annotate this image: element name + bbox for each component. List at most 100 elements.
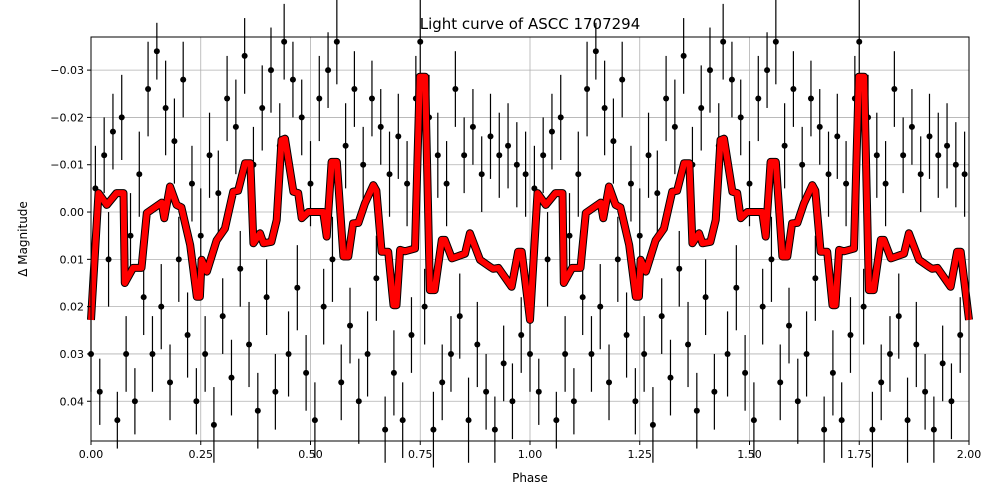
x-tick-label: 1.00 [518, 448, 543, 461]
data-point [118, 114, 125, 121]
data-point [474, 341, 481, 348]
data-point [702, 294, 709, 301]
data-point [167, 379, 174, 386]
data-point [908, 123, 915, 130]
data-point [491, 426, 498, 433]
data-point [548, 128, 555, 135]
y-tick-label: 0.01 [60, 253, 85, 266]
y-tick-label: 0.02 [60, 301, 85, 314]
data-point [676, 265, 683, 272]
data-point [957, 332, 964, 339]
data-point [456, 313, 463, 320]
data-point [803, 350, 810, 357]
data-point [711, 388, 718, 395]
data-point [101, 152, 108, 159]
data-point [215, 190, 222, 197]
data-point [952, 161, 959, 168]
data-point [799, 161, 806, 168]
data-point [948, 398, 955, 405]
data-point [263, 294, 270, 301]
y-tick-label: 0.03 [60, 348, 85, 361]
x-axis-label: Phase [512, 471, 548, 485]
model-curve-line [88, 73, 972, 323]
data-point [447, 350, 454, 357]
data-point [768, 256, 775, 263]
data-point [632, 398, 639, 405]
data-point [540, 152, 547, 159]
x-tick-label: 0.50 [298, 448, 323, 461]
data-point [298, 114, 305, 121]
data-point [588, 350, 595, 357]
data-point [500, 360, 507, 367]
data-point [496, 152, 503, 159]
data-point [465, 417, 472, 424]
data-point [755, 95, 762, 102]
data-point [685, 341, 692, 348]
data-point [838, 417, 845, 424]
data-point [728, 76, 735, 83]
data-point [658, 313, 665, 320]
data-point [821, 426, 828, 433]
data-point [197, 232, 204, 239]
data-point [886, 350, 893, 357]
y-tick-label: −0.02 [50, 111, 84, 124]
data-point [518, 332, 525, 339]
data-point [469, 123, 476, 130]
data-point [382, 426, 389, 433]
data-point [636, 232, 643, 239]
data-point [386, 171, 393, 178]
data-point [733, 284, 740, 291]
x-tick-label: 0.25 [189, 448, 214, 461]
data-point [224, 95, 231, 102]
data-point [149, 350, 156, 357]
data-point [856, 38, 863, 45]
y-tick-label: −0.01 [50, 159, 84, 172]
data-point [131, 398, 138, 405]
x-tick-label: 1.25 [628, 448, 653, 461]
data-point [649, 421, 656, 428]
data-point [742, 369, 749, 376]
data-point [483, 388, 490, 395]
data-point [878, 379, 885, 386]
data-point [891, 86, 898, 93]
data-point [272, 388, 279, 395]
data-point [408, 332, 415, 339]
data-point [917, 171, 924, 178]
data-point [307, 180, 314, 187]
data-point [930, 426, 937, 433]
chart-title: Light curve of ASCC 1707294 [420, 15, 641, 33]
data-point [364, 350, 371, 357]
data-point [834, 133, 841, 140]
data-point [158, 303, 165, 310]
data-point [237, 265, 244, 272]
data-point [390, 369, 397, 376]
data-point [597, 303, 604, 310]
data-point [505, 142, 512, 149]
data-point [623, 332, 630, 339]
data-point [807, 95, 814, 102]
y-tick-label: 0.00 [60, 206, 85, 219]
data-point [109, 128, 116, 135]
data-point [794, 398, 801, 405]
data-point [746, 180, 753, 187]
data-point [592, 48, 599, 55]
data-point [123, 350, 130, 357]
data-point [267, 67, 274, 74]
data-point [320, 303, 327, 310]
data-point [882, 180, 889, 187]
data-point [228, 374, 235, 381]
data-point [417, 38, 424, 45]
data-point [645, 152, 652, 159]
data-point [654, 190, 661, 197]
data-point [162, 104, 169, 111]
data-point [759, 303, 766, 310]
x-tick-label: 0.75 [408, 448, 433, 461]
data-point [351, 86, 358, 93]
x-axis-ticks: 0.00 0.25 0.50 0.75 1.00 1.25 1.50 1.75 2.00 [79, 441, 981, 461]
data-point [241, 52, 248, 59]
data-point [281, 38, 288, 45]
data-point [737, 114, 744, 121]
model-curve [87, 72, 973, 324]
data-point [900, 152, 907, 159]
data-point [829, 369, 836, 376]
